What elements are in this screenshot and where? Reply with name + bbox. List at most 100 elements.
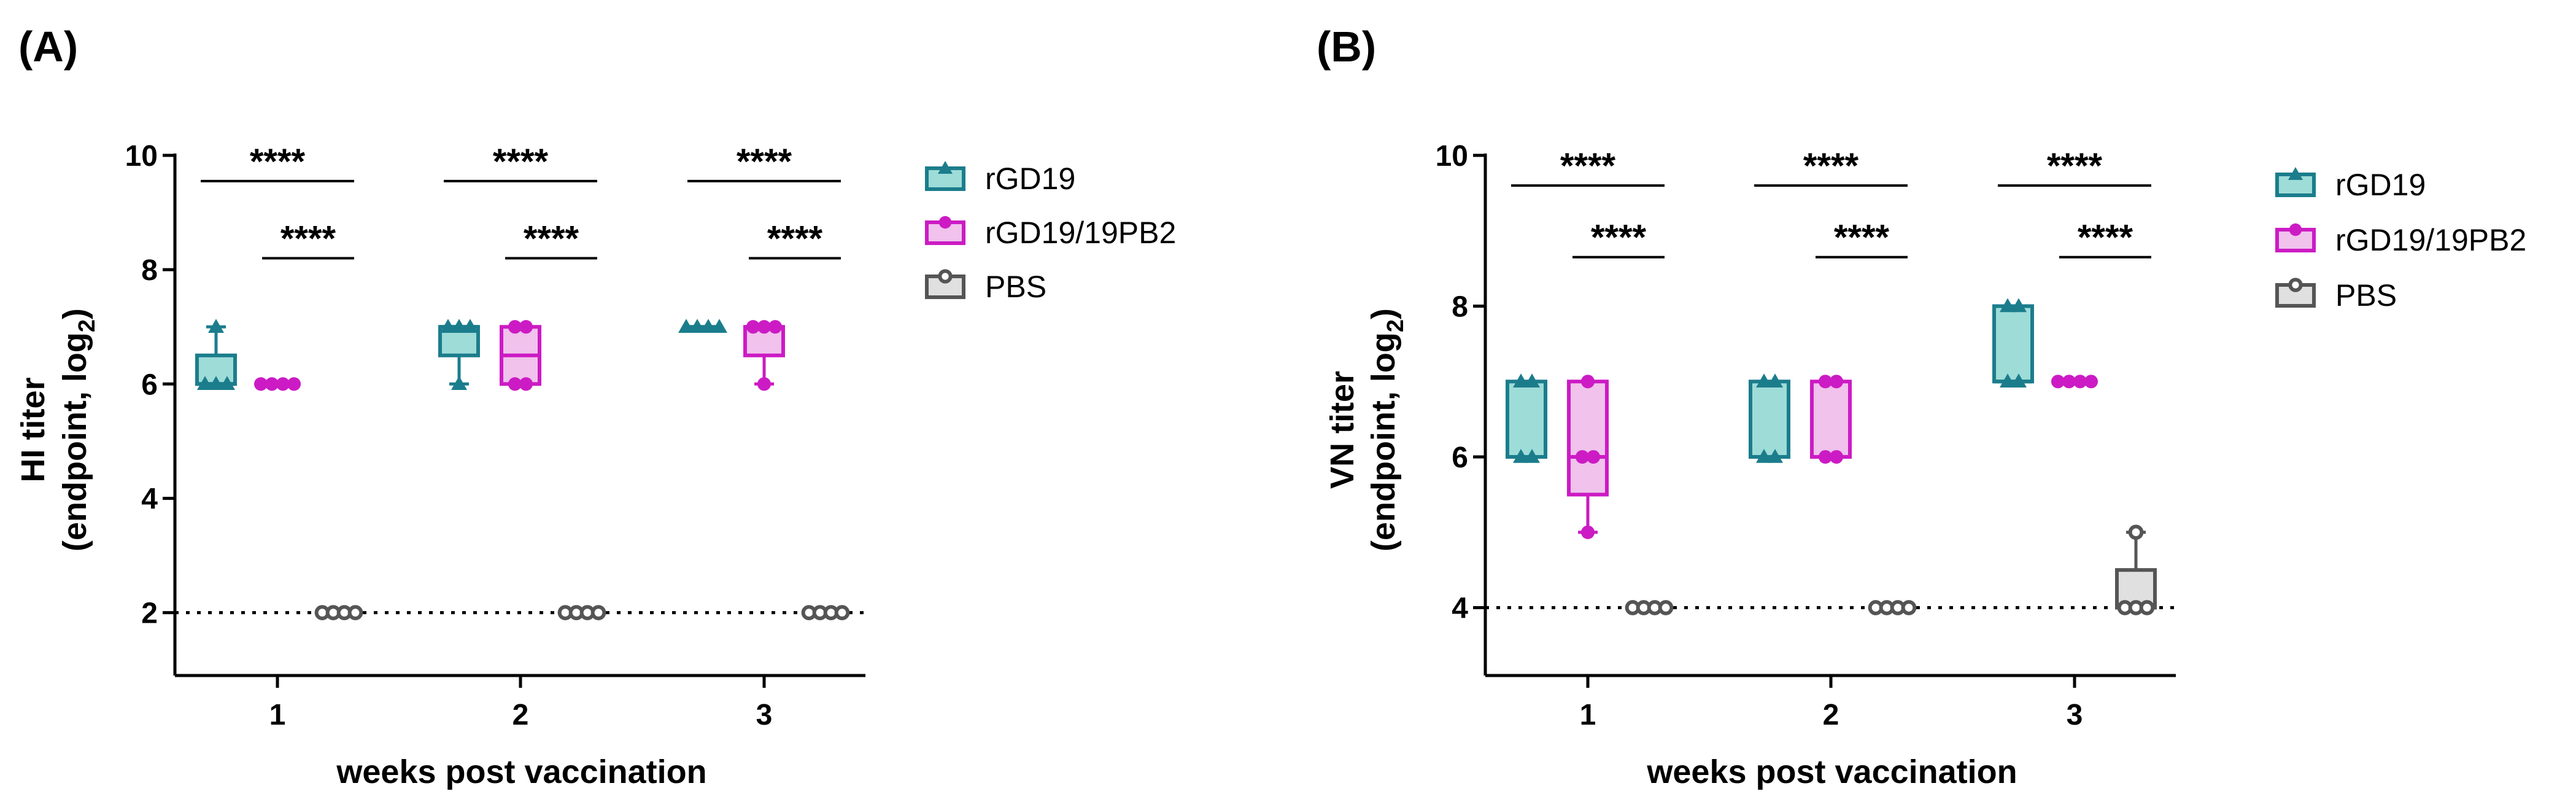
- data-point-a-rgd19-19pb2-week2-2: [519, 377, 533, 391]
- x-tick-label-b-1: 1: [1580, 699, 1596, 731]
- data-point-a-rgd19-19pb2-week2-4: [519, 320, 533, 334]
- data-point-b-rgd19-week1-2: [1524, 449, 1540, 463]
- y-tick-label-a-2: 2: [141, 598, 158, 630]
- data-point-b-rgd19-19pb2-week2-2: [1829, 450, 1844, 464]
- legend-marker-a-1: [938, 161, 953, 174]
- data-point-b-rgd19-week3-3: [2000, 298, 2016, 313]
- data-point-a-rgd19-19pb2-week1-4: [287, 377, 301, 391]
- y-axis-title-a-line1: HI titer: [15, 377, 52, 482]
- data-point-a-rgd19-week3-2: [689, 319, 705, 333]
- data-point-b-rgd19-19pb2-week1-1: [1580, 525, 1595, 539]
- data-point-b-rgd19-week3-2: [2011, 373, 2027, 388]
- y-tick-label-a-10: 10: [125, 140, 158, 173]
- data-point-b-rgd19-19pb2-week2-1: [1818, 450, 1833, 464]
- y-axis-title-b-main: (endpoint, log: [1365, 332, 1402, 551]
- x-tick-label-b-3: 3: [2067, 699, 2083, 731]
- data-point-b-rgd19-19pb2-week1-3: [1586, 450, 1601, 464]
- data-point-b-rgd19-week1-1: [1513, 449, 1529, 463]
- data-point-a-rgd19-week2-4: [462, 319, 478, 333]
- y-axis-title-a-end: ): [56, 308, 93, 319]
- box-b-rgd19-week2: [1749, 380, 1790, 459]
- significance-label-b-5: ****: [2047, 146, 2103, 186]
- legend-label-a-3: PBS: [985, 270, 1046, 304]
- data-point-b-rgd19-week2-4: [1767, 373, 1783, 388]
- data-point-b-rgd19-week2-1: [1756, 449, 1772, 463]
- data-point-b-rgd19-19pb2-week3-4: [2084, 375, 2098, 389]
- data-point-a-pbs-week1-4: [347, 605, 363, 620]
- y-axis-title-b-end: ): [1365, 308, 1402, 319]
- y-axis-title-a-main: (endpoint, log: [56, 332, 93, 551]
- x-axis-title-b: weeks post vaccination: [1646, 754, 2017, 790]
- y-tick-label-b-4: 4: [1452, 593, 1468, 625]
- y-axis-title-a-line2: (endpoint, log2): [56, 308, 100, 551]
- data-point-b-rgd19-19pb2-week2-3: [1818, 375, 1833, 389]
- y-tick-label-b-10: 10: [1436, 140, 1468, 173]
- data-point-b-pbs-week3-3: [2139, 600, 2155, 615]
- box-b-rgd19-19pb2-week2: [1810, 380, 1852, 459]
- data-point-b-rgd19-19pb2-week1-4: [1580, 375, 1595, 389]
- data-point-a-rgd19-week2-1: [451, 376, 467, 391]
- data-point-b-rgd19-19pb2-week3-2: [2062, 375, 2076, 389]
- data-point-a-rgd19-week1-1: [197, 376, 213, 391]
- panel-label-a: (A): [18, 23, 78, 71]
- y-tick-label-b-8: 8: [1452, 291, 1468, 324]
- x-tick-label-a-3: 3: [756, 699, 773, 731]
- data-point-b-rgd19-19pb2-week1-2: [1575, 450, 1590, 464]
- x-tick-label-a-2: 2: [512, 699, 529, 731]
- legend-marker-b-2: [2289, 223, 2302, 236]
- data-point-a-rgd19-week2-2: [440, 319, 456, 333]
- data-point-a-rgd19-19pb2-week3-2: [746, 320, 760, 334]
- data-point-a-rgd19-19pb2-week1-2: [265, 377, 279, 391]
- data-point-a-rgd19-19pb2-week3-3: [757, 320, 772, 334]
- y-tick-label-a-4: 4: [141, 483, 158, 515]
- data-point-b-pbs-week3-4: [2128, 524, 2144, 540]
- data-point-b-pbs-week1-4: [1658, 600, 1674, 615]
- significance-label-b-2: ****: [1591, 218, 1647, 258]
- data-point-a-rgd19-19pb2-week3-1: [757, 377, 772, 391]
- data-point-b-rgd19-week3-1: [2000, 373, 2016, 388]
- legend-marker-a-2: [938, 216, 952, 229]
- y-axis-title-b-line1: VN titer: [1324, 371, 1361, 489]
- data-point-b-rgd19-week2-2: [1767, 449, 1783, 463]
- data-point-b-rgd19-19pb2-week3-3: [2073, 375, 2087, 389]
- box-b-rgd19-week1: [1506, 380, 1547, 459]
- x-axis-title-a: weeks post vaccination: [336, 754, 706, 790]
- y-axis-title-b-sub: 2: [1383, 319, 1409, 332]
- data-point-a-rgd19-19pb2-week1-1: [253, 377, 268, 391]
- data-point-a-rgd19-week1-2: [208, 376, 224, 391]
- data-point-a-pbs-week3-4: [834, 605, 850, 620]
- data-point-a-rgd19-19pb2-week1-3: [276, 377, 290, 391]
- legend-marker-a-3: [938, 269, 953, 284]
- x-tick-label-b-2: 2: [1823, 699, 1839, 731]
- y-tick-label-b-6: 6: [1452, 442, 1468, 474]
- legend-label-a-2: rGD19/19PB2: [985, 216, 1176, 250]
- data-point-a-pbs-week2-4: [590, 605, 606, 620]
- data-point-a-rgd19-week1-3: [219, 376, 235, 391]
- legend-label-a-1: rGD19: [985, 162, 1075, 196]
- data-point-a-rgd19-19pb2-week2-3: [508, 320, 522, 334]
- y-tick-label-a-6: 6: [141, 368, 158, 401]
- y-axis-title-a-sub: 2: [74, 319, 100, 332]
- data-point-b-rgd19-week3-4: [2011, 298, 2027, 313]
- data-point-a-rgd19-week3-3: [700, 319, 716, 333]
- data-point-a-rgd19-week3-1: [678, 319, 694, 333]
- data-point-a-rgd19-week1-4: [208, 319, 224, 333]
- legend-marker-b-1: [2288, 167, 2303, 180]
- data-point-a-rgd19-19pb2-week3-4: [768, 320, 783, 334]
- significance-label-a-5: ****: [737, 142, 792, 182]
- x-tick-label-a-1: 1: [269, 699, 286, 731]
- y-axis-title-b-line2: (endpoint, log2): [1365, 308, 1409, 551]
- data-point-a-rgd19-19pb2-week2-1: [508, 377, 522, 391]
- significance-label-a-2: ****: [280, 219, 336, 259]
- data-point-b-rgd19-week1-3: [1513, 373, 1529, 388]
- legend-marker-b-3: [2288, 278, 2303, 292]
- panel-label-b: (B): [1317, 23, 1376, 71]
- significance-label-a-4: ****: [524, 219, 579, 259]
- data-point-b-rgd19-week1-4: [1524, 373, 1540, 388]
- data-point-a-rgd19-week2-3: [451, 319, 467, 333]
- significance-label-a-6: ****: [767, 219, 823, 259]
- legend-label-b-3: PBS: [2335, 278, 2397, 313]
- data-point-b-pbs-week2-4: [1901, 600, 1917, 615]
